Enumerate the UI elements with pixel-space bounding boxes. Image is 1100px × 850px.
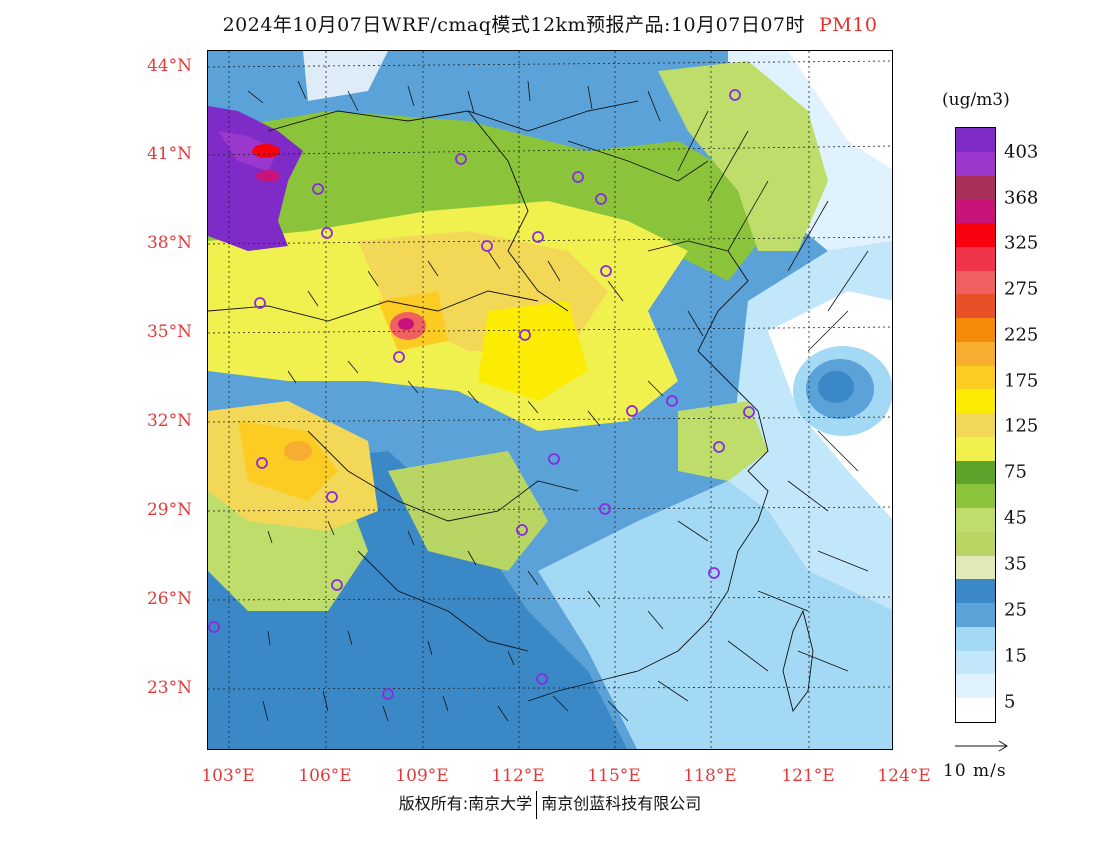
- colorbar-segment: [956, 223, 995, 248]
- lat-label-35: 35°N: [146, 322, 192, 342]
- lon-label-106: 106°E: [298, 766, 352, 786]
- footer-divider: [536, 790, 538, 819]
- footer: 版权所有:南京大学 南京创蓝科技有限公司: [0, 790, 1100, 819]
- colorbar-segment: [956, 555, 995, 580]
- colorbar-label-125: 125: [1004, 415, 1039, 437]
- reference-vector-label: 10 m/s: [943, 761, 1007, 781]
- colorbar-segment: [956, 365, 995, 390]
- colorbar-segment: [956, 531, 995, 557]
- colorbar-segment: [956, 246, 995, 272]
- colorbar-segment: [956, 650, 995, 675]
- colorbar-label-175: 175: [1004, 370, 1039, 392]
- map-canvas: [208, 51, 892, 749]
- lon-label-103: 103°E: [201, 766, 255, 786]
- lat-label-26: 26°N: [146, 589, 192, 609]
- colorbar-segment: [956, 175, 995, 200]
- colorbar-label-225: 225: [1004, 324, 1039, 346]
- colorbar-label-325: 325: [1004, 232, 1039, 254]
- lat-label-38: 38°N: [146, 233, 192, 253]
- lon-label-121: 121°E: [781, 766, 835, 786]
- map-title: 2024年10月07日WRF/cmaq模式12km预报产品:10月07日07时 P…: [0, 10, 1100, 37]
- colorbar-segment: [956, 436, 995, 462]
- colorbar-segment: [956, 199, 995, 224]
- pm10-forecast-map: [207, 50, 893, 750]
- colorbar-label-275: 275: [1004, 278, 1039, 300]
- colorbar-label-5: 5: [1004, 691, 1016, 713]
- lon-label-124: 124°E: [877, 766, 931, 786]
- lat-label-29: 29°N: [146, 500, 192, 520]
- title-variable: PM10: [819, 14, 878, 36]
- colorbar-segment: [956, 698, 995, 723]
- lon-label-118: 118°E: [683, 766, 737, 786]
- colorbar-segment: [956, 508, 995, 533]
- company-text: 南京创蓝科技有限公司: [541, 794, 702, 813]
- lon-label-109: 109°E: [395, 766, 449, 786]
- colorbar-segment: [956, 674, 995, 699]
- colorbar-segment: [956, 484, 995, 509]
- colorbar-segment: [956, 318, 995, 343]
- lon-label-112: 112°E: [491, 766, 545, 786]
- colorbar-segment: [956, 579, 995, 604]
- colorbar-label-75: 75: [1004, 461, 1027, 483]
- lat-label-23: 23°N: [146, 678, 192, 698]
- colorbar-segment: [956, 270, 995, 295]
- colorbar-label-368: 368: [1004, 187, 1039, 209]
- colorbar-unit: (ug/m3): [942, 90, 1010, 110]
- colorbar-segment: [956, 460, 995, 485]
- colorbar-label-35: 35: [1004, 553, 1027, 575]
- copyright-text: 版权所有:南京大学: [398, 794, 533, 813]
- lat-label-41: 41°N: [146, 144, 192, 164]
- colorbar-segment: [956, 128, 995, 153]
- lon-label-115: 115°E: [587, 766, 641, 786]
- colorbar-segment: [956, 413, 995, 438]
- lat-label-32: 32°N: [146, 411, 192, 431]
- colorbar-segment: [956, 151, 995, 176]
- colorbar-label-45: 45: [1004, 507, 1027, 529]
- lat-label-44: 44°N: [146, 56, 192, 76]
- title-text: 2024年10月07日WRF/cmaq模式12km预报产品:10月07日07时: [222, 14, 805, 36]
- colorbar-segment: [956, 603, 995, 628]
- colorbar-segment: [956, 389, 995, 414]
- pm10-colorbar: [955, 127, 996, 723]
- colorbar-segment: [956, 626, 995, 652]
- colorbar-label-403: 403: [1004, 141, 1039, 163]
- colorbar-label-15: 15: [1004, 645, 1027, 667]
- colorbar-label-25: 25: [1004, 599, 1027, 621]
- colorbar-segment: [956, 294, 995, 319]
- reference-vector-arrow-icon: [955, 740, 1008, 752]
- colorbar-segment: [956, 341, 995, 367]
